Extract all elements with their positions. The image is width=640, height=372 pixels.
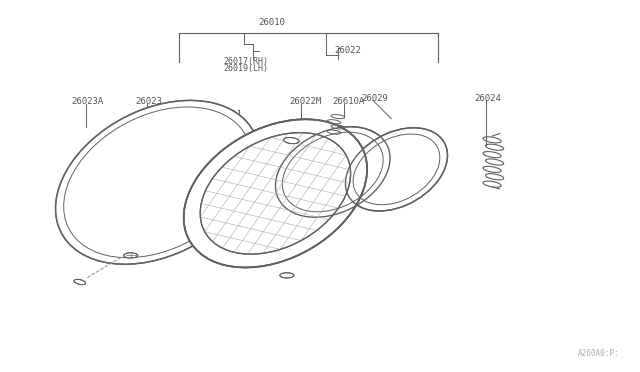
Ellipse shape [346,128,447,211]
Ellipse shape [184,119,367,267]
Text: 26023A: 26023A [72,97,104,106]
Text: 26017(RH): 26017(RH) [223,57,268,66]
Text: 26022M: 26022M [289,97,322,106]
Ellipse shape [280,273,294,278]
Text: 26610A: 26610A [333,97,365,106]
Text: A260A0:P:: A260A0:P: [578,349,620,358]
Text: 26023: 26023 [135,97,162,106]
Ellipse shape [275,127,390,217]
Ellipse shape [74,279,86,285]
Ellipse shape [124,253,138,258]
Text: 26019(LH): 26019(LH) [223,64,268,73]
Text: 26011: 26011 [215,109,242,119]
Text: 26029: 26029 [362,94,388,103]
Ellipse shape [284,138,299,144]
Text: 26024: 26024 [474,94,501,103]
Text: 26022: 26022 [335,46,362,55]
Text: 26010: 26010 [259,17,285,26]
Ellipse shape [56,100,259,264]
